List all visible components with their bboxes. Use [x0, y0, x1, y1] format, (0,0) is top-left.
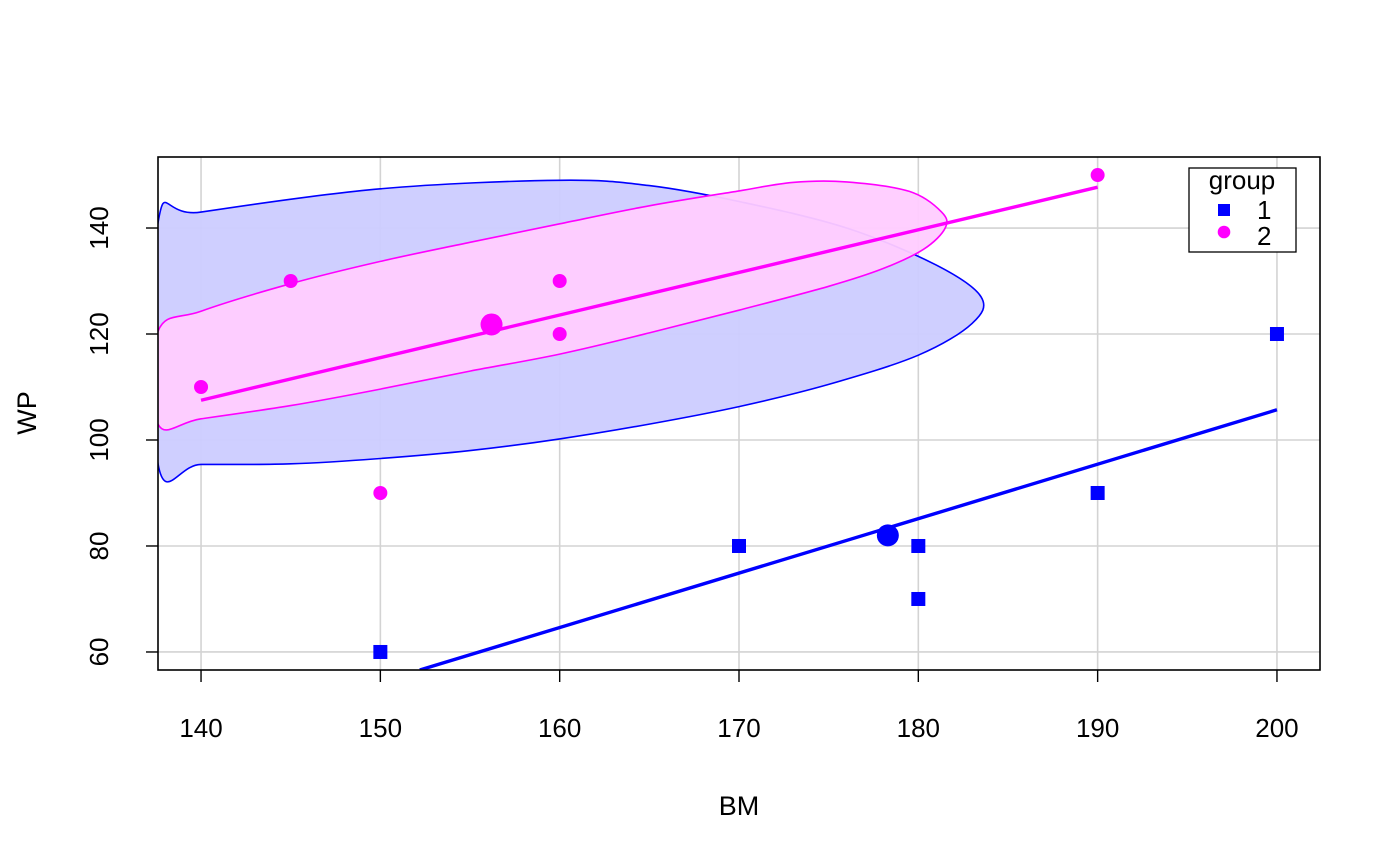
- confidence-ellipses: [158, 179, 985, 483]
- point-group-1: [1269, 327, 1284, 342]
- x-tick-label: 140: [179, 713, 222, 743]
- legend-marker-circle-icon: [1217, 225, 1231, 239]
- x-axis-label: BM: [719, 791, 760, 821]
- point-group-1: [373, 644, 388, 659]
- x-tick-label: 150: [359, 713, 402, 743]
- x-tick-label: 170: [717, 713, 760, 743]
- point-group-2: [552, 327, 567, 342]
- y-tick-label: 100: [84, 418, 114, 461]
- point-group-2: [1090, 168, 1105, 183]
- point-group-2: [552, 274, 567, 289]
- point-group-1: [911, 591, 926, 606]
- centroid-group-1: [876, 524, 899, 547]
- y-tick-label: 140: [84, 206, 114, 249]
- point-group-1: [911, 538, 926, 553]
- y-tick-label: 60: [84, 638, 114, 667]
- legend: group 1 2: [1188, 165, 1297, 253]
- point-group-2: [283, 274, 298, 289]
- legend-title: group: [1209, 165, 1276, 195]
- regression-lines: [200, 185, 1278, 670]
- y-tick-label: 80: [84, 532, 114, 561]
- legend-marker-square-icon: [1218, 204, 1230, 216]
- x-tick-label: 190: [1076, 713, 1119, 743]
- point-group-1: [1090, 485, 1105, 500]
- x-tick-label: 160: [538, 713, 581, 743]
- regression-line-group-2: [200, 185, 1099, 402]
- ellipse-group-2: [158, 180, 948, 431]
- axes: 140 150 160 170 180 190 200 60 80 100 120 140: [84, 206, 1299, 743]
- legend-box: [1188, 167, 1297, 253]
- x-tick-label: 200: [1255, 713, 1298, 743]
- point-group-2: [194, 380, 209, 395]
- centroid-group-2: [480, 313, 503, 336]
- y-tick-label: 120: [84, 312, 114, 355]
- point-group-1: [732, 538, 746, 553]
- point-group-2: [373, 485, 388, 500]
- legend-entry-1: 1: [1257, 195, 1271, 225]
- legend-entry-2: 2: [1257, 221, 1271, 251]
- regression-line-group-1: [419, 408, 1278, 670]
- x-tick-label: 180: [897, 713, 940, 743]
- data-points: [194, 168, 1284, 659]
- y-axis-label: WP: [12, 391, 42, 435]
